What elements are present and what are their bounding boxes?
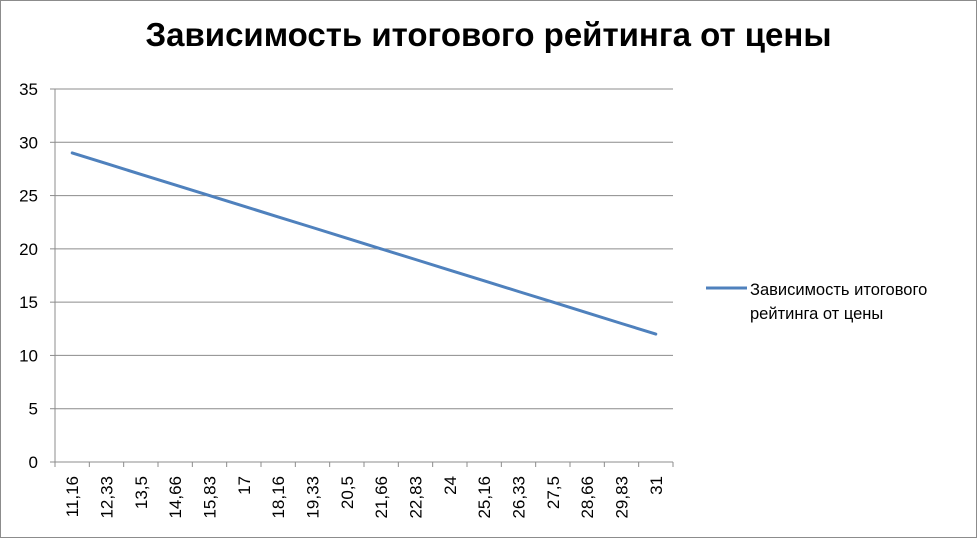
x-tick-label: 17 [235,476,254,495]
x-tick-label: 19,33 [304,476,323,519]
y-tick-label: 35 [19,80,38,99]
x-tick-label: 20,5 [338,476,357,509]
series-line [70,151,658,336]
x-tick-label: 18,16 [269,476,288,519]
x-tick-label: 21,66 [372,476,391,519]
x-tick-label: 29,83 [613,476,632,519]
chart-title: Зависимость итогового рейтинга от цены [145,16,832,53]
x-tick-label: 12,33 [98,476,117,519]
x-tick-label: 31 [647,476,666,495]
y-tick-label: 10 [19,346,38,365]
x-tick-label: 15,83 [201,476,220,519]
x-tick-label: 22,83 [407,476,426,519]
y-tick-label: 15 [19,293,38,312]
x-tick-label: 26,33 [510,476,529,519]
x-tick-label: 24 [441,476,460,495]
x-tick-label: 13,5 [132,476,151,509]
y-tick-label: 5 [29,400,38,419]
x-tick-label: 28,66 [578,476,597,519]
x-tick-label: 25,16 [475,476,494,519]
legend-label: Зависимость итогового рейтинга от цены [750,281,928,323]
y-tick-label: 25 [19,187,38,206]
y-tick-label: 0 [29,453,38,472]
x-tick-label: 14,66 [166,476,185,519]
y-tick-label: 30 [19,133,38,152]
y-tick-label: 20 [19,240,38,259]
x-tick-label: 11,16 [63,476,82,517]
x-tick-label: 27,5 [544,476,563,509]
